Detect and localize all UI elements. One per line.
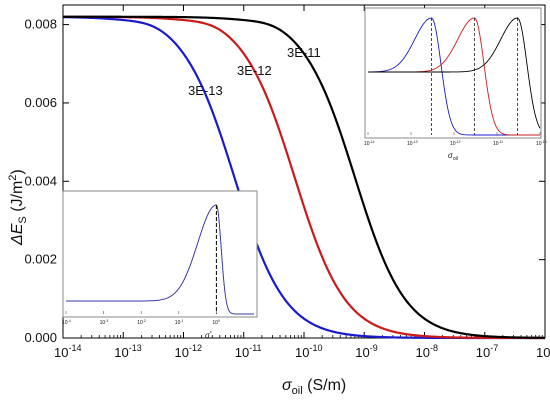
inset-top-right-ticks: 10-14 10-13 10-12 10-11 10-10: [364, 132, 547, 147]
inset-bottom-left: 10-4 10-3 10-2 10-1 100 σ*: [62, 190, 258, 340]
series-label-3E-13: 3E-13: [188, 83, 223, 98]
x-tick-label: 10-7: [476, 343, 498, 360]
y-axis-label: ΔES (J/m2): [7, 169, 29, 246]
inset-top-right-tick-label: 10-10: [536, 140, 547, 147]
inset-top-right-tick-label: 10-11: [493, 140, 503, 147]
x-tick-label: 10-10: [295, 343, 322, 360]
y-tick-label: 0.002: [24, 252, 57, 267]
x-tick-label: 10-14: [54, 343, 81, 360]
y-axis-ticks: 0.000 0.002 0.004 0.006 0.008: [24, 17, 545, 345]
x-axis-ticks: 10-14 10-13 10-12 10-11 10-10 10-9 10-8 10-7 10-…: [54, 5, 550, 360]
x-tick-label: 10-13: [114, 343, 141, 360]
main-series-group: [62, 15, 545, 340]
inset-bottom-left-tick-label: 10-2: [137, 319, 146, 326]
y-tick-label: 0.006: [24, 95, 57, 110]
y-tick-label: 0.008: [24, 17, 57, 32]
inset-bottom-left-series: [66, 204, 254, 315]
x-tick-label: 10-8: [416, 343, 438, 360]
inset-top-right-xlabel: σoil: [448, 151, 458, 162]
y-tick-label: 0.004: [24, 173, 57, 188]
inset-top-right-line: [368, 17, 541, 129]
inset-bottom-left-tick-label: 10-4: [62, 319, 71, 326]
inset-bottom-left-line: [66, 204, 254, 315]
inset-bottom-left-ticks: 10-4 10-3 10-2 10-1 100: [62, 311, 220, 326]
inset-bottom-left-tick-label: 10-3: [100, 319, 109, 326]
x-axis-label: σoil (S/m): [282, 377, 346, 397]
inset-top-right-series: [367, 17, 541, 136]
series-label-3E-11: 3E-11: [287, 45, 321, 60]
x-tick-label: 10-6: [536, 343, 550, 360]
inset-bottom-left-frame: [62, 190, 258, 318]
inset-top-right-tick-label: 10-12: [450, 140, 461, 147]
inset-top-right-tick-label: 10-13: [407, 140, 418, 147]
inset-top-right-tick-label: 10-14: [364, 140, 375, 147]
inset-bottom-left-tick-label: 10-1: [175, 319, 184, 326]
series-line-3E-11: [63, 15, 545, 339]
x-tick-label: 10-12: [175, 343, 202, 360]
x-tick-label: 10-9: [355, 343, 377, 360]
x-tick-label: 10-11: [235, 343, 262, 360]
inset-top-right-frame: [364, 7, 542, 139]
inset-bottom-left-tick-label: 100: [212, 319, 220, 326]
y-tick-label: 0.000: [24, 330, 57, 345]
series-label-3E-12: 3E-12: [237, 63, 272, 78]
inset-bottom-left-xlabel: σ*: [205, 331, 212, 340]
inset-top-right: 10-14 10-13 10-12 10-11 10-10 σoil: [364, 7, 547, 162]
